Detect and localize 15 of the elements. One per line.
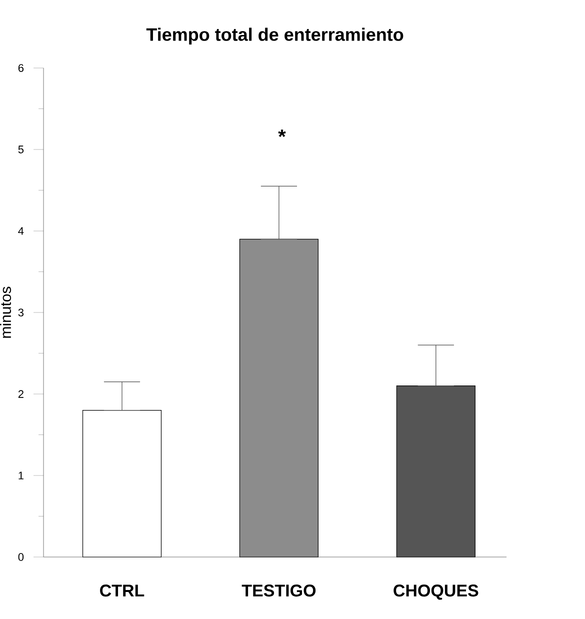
y-tick-label: 5 [18, 146, 24, 154]
chart-title: Tiempo total de enterramiento [146, 28, 404, 44]
bar [82, 410, 162, 558]
y-tick-label: 0 [18, 553, 24, 561]
y-tick-label: 1 [18, 472, 24, 480]
y-tick-label: 6 [18, 64, 24, 72]
bar [239, 238, 318, 558]
y-axis-title: minutos [0, 286, 12, 338]
y-tick-label: 2 [18, 390, 24, 398]
x-tick-label: CTRL [100, 584, 144, 597]
y-tick-label: 3 [18, 308, 24, 316]
x-tick-label: TESTIGO [242, 584, 316, 597]
annotation: * [278, 130, 286, 138]
y-tick-label: 4 [18, 227, 24, 235]
x-tick-label: CHOQUES [394, 584, 478, 600]
